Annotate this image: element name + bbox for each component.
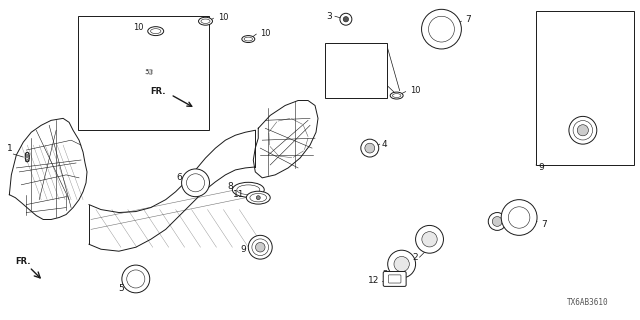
Text: 9: 9: [538, 164, 544, 172]
Ellipse shape: [198, 17, 212, 25]
Text: 10: 10: [260, 28, 271, 38]
Text: 10: 10: [410, 86, 420, 95]
Text: 10: 10: [133, 23, 144, 32]
Text: 9: 9: [241, 245, 246, 254]
Text: 2: 2: [382, 270, 388, 279]
Circle shape: [343, 17, 349, 22]
FancyBboxPatch shape: [383, 272, 406, 286]
Circle shape: [415, 225, 444, 253]
Text: 8: 8: [228, 182, 234, 191]
Circle shape: [577, 125, 588, 136]
Circle shape: [488, 212, 506, 230]
Text: 5: 5: [118, 284, 124, 293]
Circle shape: [340, 13, 352, 25]
Text: 6: 6: [177, 173, 182, 182]
Text: TX6AB3610: TX6AB3610: [567, 298, 609, 307]
Circle shape: [422, 232, 437, 247]
Circle shape: [248, 235, 272, 259]
Text: 4: 4: [381, 140, 387, 148]
Circle shape: [501, 200, 537, 235]
Text: 12: 12: [369, 276, 380, 285]
Circle shape: [361, 139, 379, 157]
Circle shape: [388, 250, 415, 278]
Circle shape: [256, 196, 260, 200]
Text: 53: 53: [144, 69, 154, 76]
Circle shape: [365, 143, 374, 153]
Text: 4: 4: [509, 223, 515, 232]
Ellipse shape: [390, 92, 403, 99]
Circle shape: [255, 243, 265, 252]
Text: 1: 1: [6, 144, 12, 153]
Ellipse shape: [25, 152, 29, 162]
Circle shape: [394, 256, 410, 272]
Bar: [325, 43, 387, 98]
Text: FR.: FR.: [150, 87, 166, 96]
Circle shape: [569, 116, 596, 144]
Text: 11: 11: [233, 190, 244, 199]
Text: 3: 3: [326, 12, 332, 21]
Text: 7: 7: [541, 220, 547, 229]
Circle shape: [122, 265, 150, 293]
Circle shape: [422, 9, 461, 49]
Ellipse shape: [148, 27, 164, 36]
Bar: [78, 16, 209, 130]
Circle shape: [182, 169, 209, 197]
Text: FR.: FR.: [15, 257, 31, 266]
Ellipse shape: [246, 191, 270, 204]
Circle shape: [492, 217, 502, 226]
Text: 10: 10: [218, 13, 229, 22]
Text: 7: 7: [465, 15, 471, 24]
Ellipse shape: [232, 182, 264, 197]
Bar: [536, 11, 634, 165]
Ellipse shape: [242, 36, 255, 43]
Text: 2: 2: [412, 253, 417, 262]
